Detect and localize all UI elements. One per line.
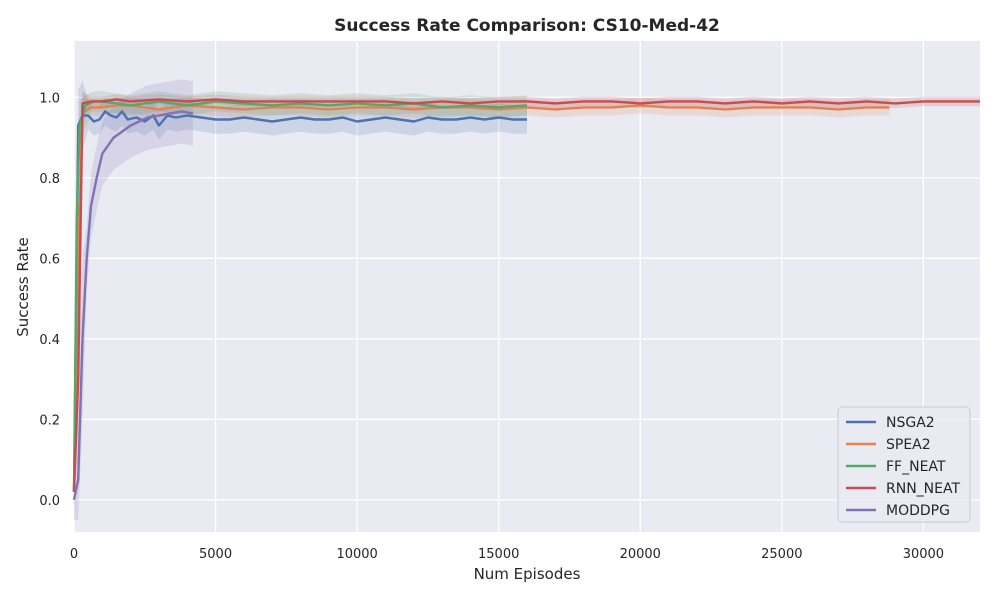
- moddpg-legend-label: MODDPG: [886, 503, 950, 519]
- x-tick-label: 5000: [199, 547, 232, 562]
- x-tick-label: 10000: [336, 547, 377, 562]
- nsga2-confidence-band: [74, 80, 527, 520]
- x-tick-label: 25000: [761, 547, 802, 562]
- y-tick-label: 1.0: [39, 91, 60, 106]
- x-tick-label: 15000: [478, 547, 519, 562]
- ff-neat-legend-label: FF_NEAT: [886, 459, 946, 475]
- rnn-neat-line: [72, 98, 980, 492]
- confidence-bands: [74, 79, 980, 520]
- y-tick-label: 0.4: [39, 333, 60, 348]
- rnn-neat-legend-label: RNN_NEAT: [886, 481, 960, 497]
- x-tick-label: 20000: [620, 547, 661, 562]
- y-tick-label: 0.0: [39, 494, 60, 509]
- moddpg-line: [72, 110, 194, 501]
- x-tick-label: 0: [70, 547, 78, 562]
- chart-title: Success Rate Comparison: CS10-Med-42: [334, 16, 720, 36]
- y-tick-label: 0.8: [39, 172, 60, 187]
- x-tick-label: 30000: [903, 547, 944, 562]
- y-axis-label: Success Rate: [14, 237, 32, 337]
- x-axis-label: Num Episodes: [474, 565, 581, 583]
- spea2-legend-label: SPEA2: [886, 437, 931, 453]
- series-lines: [72, 98, 980, 501]
- legend-box: [837, 406, 971, 523]
- nsga2-line: [72, 110, 527, 492]
- moddpg-confidence-band: [74, 79, 193, 520]
- nsga2-legend-label: NSGA2: [886, 415, 935, 431]
- y-tick-label: 0.6: [39, 252, 60, 267]
- y-tick-label: 0.2: [39, 413, 60, 428]
- plot-area: [74, 41, 980, 532]
- tick-labels: 0 5000 10000 15000 20000 25000 30000 0.0 0.2 0.4 0…: [39, 91, 944, 562]
- legend: NSGA2 SPEA2 FF_NEAT RNN_NEAT MODDPG: [837, 406, 971, 523]
